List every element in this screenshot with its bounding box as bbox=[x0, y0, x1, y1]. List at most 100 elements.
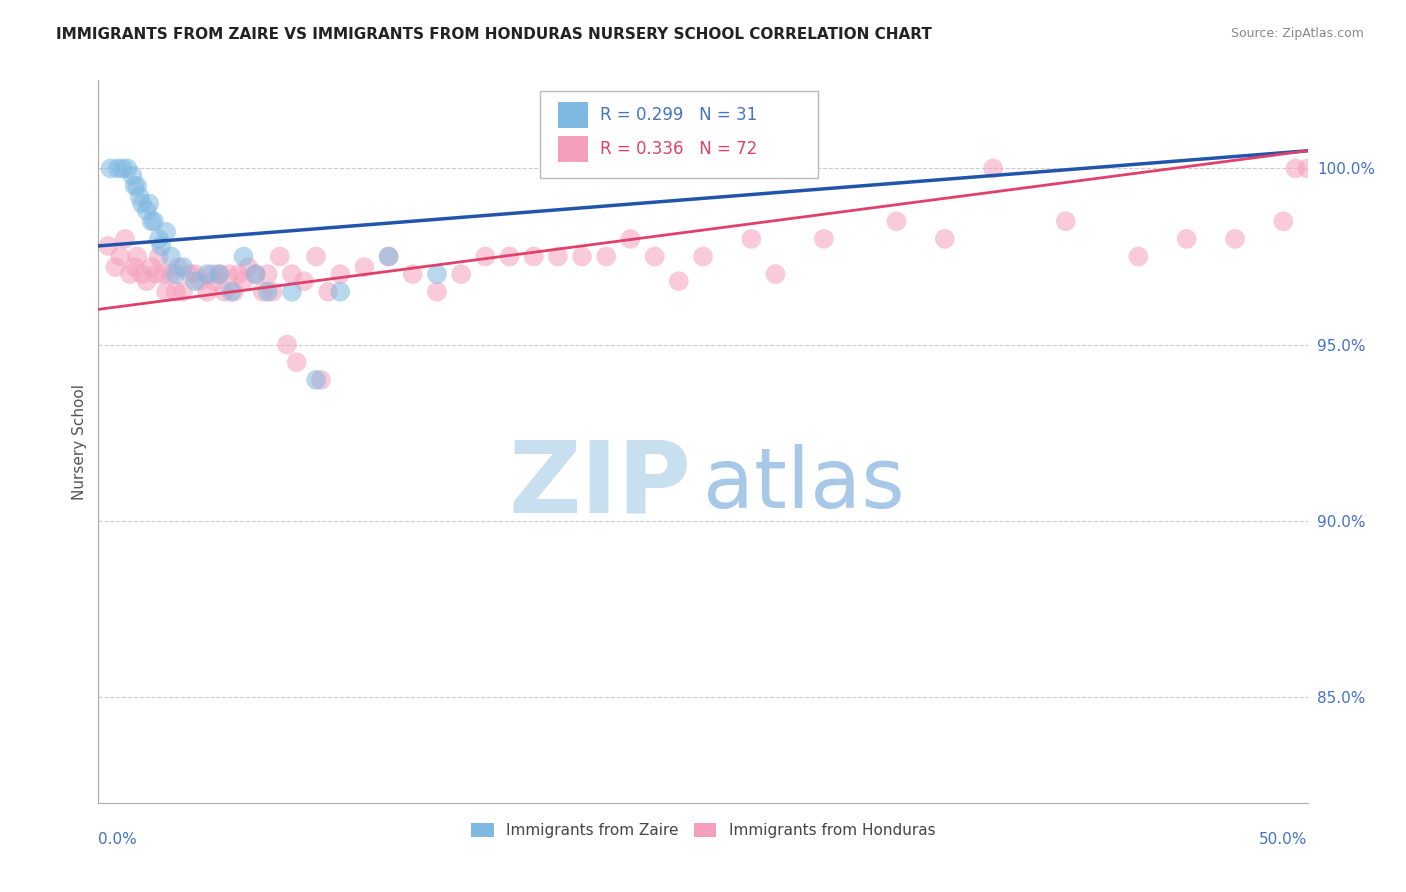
Point bbox=[127, 250, 149, 264]
Point bbox=[97, 239, 120, 253]
Point bbox=[155, 285, 177, 299]
Point bbox=[1054, 214, 1077, 228]
Point bbox=[281, 285, 304, 299]
Text: atlas: atlas bbox=[703, 444, 904, 525]
Point bbox=[184, 274, 207, 288]
Point bbox=[148, 232, 170, 246]
Point bbox=[309, 373, 332, 387]
Point bbox=[160, 267, 183, 281]
Point bbox=[188, 274, 211, 288]
Point bbox=[221, 285, 243, 299]
Text: 0.0%: 0.0% bbox=[98, 831, 138, 847]
Point bbox=[305, 250, 328, 264]
Point bbox=[1272, 214, 1295, 228]
Point bbox=[152, 267, 174, 281]
Point bbox=[329, 267, 352, 281]
Point bbox=[127, 179, 149, 194]
Point bbox=[353, 260, 375, 274]
Point bbox=[218, 267, 240, 281]
Point bbox=[281, 267, 304, 281]
Point bbox=[245, 267, 267, 281]
Point bbox=[886, 214, 908, 228]
Point bbox=[377, 250, 399, 264]
Point bbox=[160, 250, 183, 264]
Point bbox=[252, 285, 274, 299]
Point bbox=[619, 232, 641, 246]
Point bbox=[316, 285, 339, 299]
Point bbox=[131, 267, 153, 281]
Point bbox=[238, 260, 260, 274]
Point bbox=[131, 196, 153, 211]
Point bbox=[184, 267, 207, 281]
Point bbox=[141, 214, 163, 228]
Point bbox=[124, 260, 146, 274]
Point bbox=[292, 274, 315, 288]
Point bbox=[135, 203, 157, 218]
Point bbox=[167, 260, 190, 274]
Point bbox=[114, 232, 136, 246]
Point bbox=[474, 250, 496, 264]
Point bbox=[155, 225, 177, 239]
Point bbox=[1296, 161, 1319, 176]
Point bbox=[201, 267, 224, 281]
Point bbox=[143, 214, 166, 228]
Point bbox=[644, 250, 666, 264]
Point bbox=[1128, 250, 1150, 264]
Point bbox=[692, 250, 714, 264]
Point bbox=[276, 337, 298, 351]
FancyBboxPatch shape bbox=[540, 91, 818, 178]
Point bbox=[765, 267, 787, 281]
Point bbox=[172, 285, 194, 299]
Point bbox=[179, 267, 201, 281]
Point bbox=[165, 267, 187, 281]
Text: IMMIGRANTS FROM ZAIRE VS IMMIGRANTS FROM HONDURAS NURSERY SCHOOL CORRELATION CHA: IMMIGRANTS FROM ZAIRE VS IMMIGRANTS FROM… bbox=[56, 27, 932, 42]
Point bbox=[117, 161, 139, 176]
Point bbox=[145, 267, 167, 281]
Point bbox=[135, 274, 157, 288]
Point bbox=[195, 267, 218, 281]
Point bbox=[256, 285, 278, 299]
Y-axis label: Nursery School: Nursery School bbox=[72, 384, 87, 500]
Point bbox=[172, 260, 194, 274]
Point bbox=[740, 232, 762, 246]
Text: Source: ZipAtlas.com: Source: ZipAtlas.com bbox=[1230, 27, 1364, 40]
Text: R = 0.299   N = 31: R = 0.299 N = 31 bbox=[600, 106, 758, 124]
Point bbox=[100, 161, 122, 176]
Point bbox=[981, 161, 1004, 176]
Point bbox=[148, 250, 170, 264]
Point bbox=[256, 267, 278, 281]
Point bbox=[498, 250, 520, 264]
Point bbox=[232, 250, 254, 264]
Point bbox=[228, 267, 250, 281]
Point bbox=[104, 260, 127, 274]
Point bbox=[329, 285, 352, 299]
Point bbox=[204, 274, 226, 288]
Point bbox=[107, 161, 129, 176]
Point bbox=[128, 189, 150, 203]
Point bbox=[595, 250, 617, 264]
Point bbox=[108, 250, 131, 264]
Point bbox=[208, 267, 231, 281]
Point bbox=[523, 250, 546, 264]
Point bbox=[547, 250, 569, 264]
Point bbox=[245, 267, 267, 281]
Point bbox=[165, 285, 187, 299]
Point bbox=[232, 274, 254, 288]
Point bbox=[208, 267, 231, 281]
Point bbox=[668, 274, 690, 288]
Point bbox=[111, 161, 134, 176]
Point bbox=[121, 169, 143, 183]
Point bbox=[124, 179, 146, 194]
Point bbox=[1223, 232, 1246, 246]
Text: ZIP: ZIP bbox=[508, 436, 690, 533]
Point bbox=[305, 373, 328, 387]
Point bbox=[269, 250, 291, 264]
Point bbox=[118, 267, 141, 281]
Point bbox=[402, 267, 425, 281]
Point bbox=[934, 232, 956, 246]
Point bbox=[426, 285, 449, 299]
Point bbox=[138, 196, 160, 211]
Point bbox=[377, 250, 399, 264]
Point bbox=[285, 355, 308, 369]
Point bbox=[262, 285, 284, 299]
